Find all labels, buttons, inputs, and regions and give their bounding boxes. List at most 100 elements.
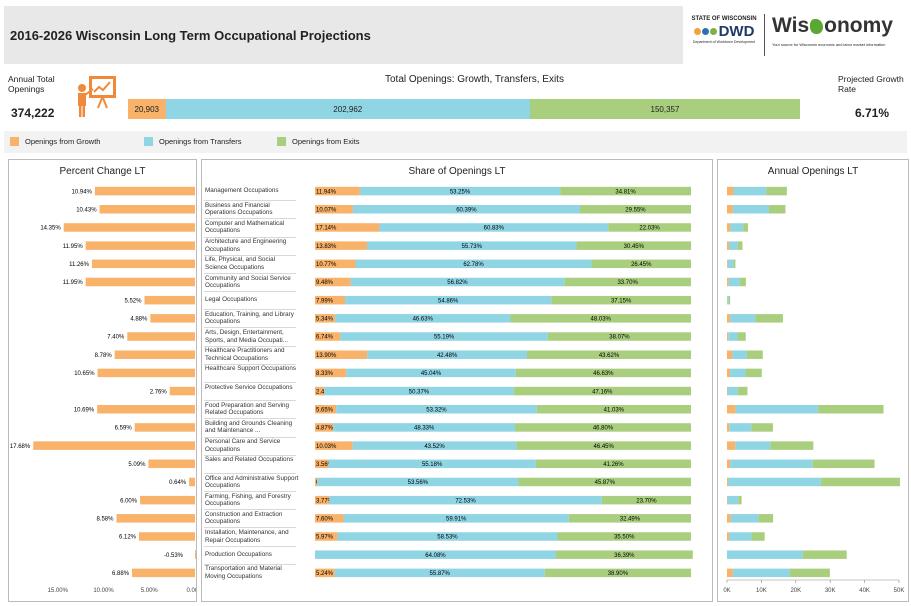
percent-change-value-label: 5.52% bbox=[124, 298, 142, 304]
share-exits-segment bbox=[608, 223, 691, 232]
share-transfers-label: 62.78% bbox=[463, 262, 484, 268]
share-growth-label: 8.33% bbox=[316, 371, 334, 377]
annual-growth-segment bbox=[727, 423, 730, 432]
share-growth-label: 13.90% bbox=[316, 353, 337, 359]
share-growth-segment bbox=[315, 186, 360, 196]
share-growth-segment bbox=[315, 477, 318, 487]
percent-change-bar bbox=[97, 405, 195, 414]
annual-growth-segment bbox=[727, 368, 731, 378]
share-transfers-segment bbox=[333, 423, 516, 432]
share-transfers-segment bbox=[315, 550, 556, 559]
annual-tick-label: 10K bbox=[756, 588, 767, 594]
annual-exits-segment bbox=[737, 332, 746, 341]
annual-growth-segment bbox=[727, 223, 731, 232]
occupation-label: Office and Administrative Support Occupa… bbox=[205, 474, 299, 489]
percent-change-value-label: 10.94% bbox=[72, 189, 93, 195]
percent-change-bar bbox=[91, 259, 195, 269]
annual-growth-segment bbox=[727, 477, 729, 487]
annual-exits-segment bbox=[737, 386, 748, 396]
annual-transfers-segment bbox=[730, 314, 756, 323]
percent-change-bar bbox=[85, 277, 195, 287]
share-growth-segment bbox=[315, 295, 346, 305]
share-transfers-segment bbox=[343, 514, 569, 523]
occupation-label: Protective Service Occupations bbox=[205, 383, 293, 391]
share-growth-label: 5.97% bbox=[316, 535, 334, 541]
legend-label-exits: Openings from Exits bbox=[292, 137, 360, 146]
share-growth-segment bbox=[315, 223, 380, 232]
row-separator bbox=[204, 291, 296, 293]
share-growth-label: 4.87% bbox=[316, 426, 334, 432]
percent-change-bar bbox=[134, 423, 195, 432]
annual-exits-segment bbox=[812, 459, 875, 469]
annual-transfers-segment bbox=[727, 386, 738, 396]
percent-change-value-label: 5.09% bbox=[128, 462, 146, 468]
percent-change-value-label: 11.26% bbox=[69, 262, 90, 268]
legend-item-exits[interactable]: Openings from Exits bbox=[277, 137, 360, 146]
share-exits-segment bbox=[555, 550, 693, 559]
share-exits-segment bbox=[568, 514, 691, 523]
row-separator bbox=[204, 527, 296, 529]
annual-exits-segment bbox=[802, 550, 847, 559]
row-separator bbox=[204, 363, 296, 365]
percent-change-value-label: 2.76% bbox=[150, 389, 168, 395]
share-transfers-segment bbox=[328, 459, 536, 469]
wisconsin-shape-icon bbox=[810, 19, 824, 34]
annual-exits-segment bbox=[738, 495, 742, 505]
share-growth-label: 5.65% bbox=[316, 407, 334, 413]
annual-exits-segment bbox=[770, 441, 814, 450]
total-openings-title: Total Openings: Growth, Transfers, Exits bbox=[385, 74, 564, 85]
share-exits-label: 23.70% bbox=[636, 498, 657, 504]
percent-change-tick-label: 5.00% bbox=[141, 588, 159, 594]
share-exits-segment bbox=[601, 495, 691, 505]
legend-item-growth[interactable]: Openings from Growth bbox=[10, 137, 100, 146]
wisconomy-tagline: Your source for Wisconsin economic and l… bbox=[772, 42, 886, 47]
share-exits-label: 37.15% bbox=[611, 298, 632, 304]
total-exits-segment: 150,357 bbox=[530, 99, 800, 119]
percent-change-bar bbox=[127, 332, 195, 341]
row-separator bbox=[204, 327, 296, 329]
share-exits-segment bbox=[551, 295, 691, 305]
annual-transfers-segment bbox=[733, 186, 767, 196]
annual-exits-segment bbox=[743, 223, 748, 232]
percent-change-bar bbox=[132, 568, 195, 578]
row-separator bbox=[204, 472, 296, 474]
share-exits-label: 47.16% bbox=[592, 389, 613, 395]
growth-rate-value: 6.71% bbox=[855, 106, 890, 120]
occupation-label: Management Occupations bbox=[205, 187, 279, 195]
share-growth-label: 3.77% bbox=[316, 498, 334, 504]
share-transfers-label: 46.63% bbox=[413, 317, 434, 323]
share-transfers-label: 45.04% bbox=[421, 371, 442, 377]
annual-transfers-segment bbox=[730, 223, 744, 232]
share-growth-segment bbox=[315, 314, 336, 323]
annual-openings-panel: Annual Openings LT 0K 10K 20K 30K 40K 50K bbox=[717, 159, 909, 602]
share-transfers-segment bbox=[367, 241, 577, 250]
share-exits-label: 43.62% bbox=[599, 353, 620, 359]
legend: Openings from Growth Openings from Trans… bbox=[4, 131, 907, 153]
annual-exits-segment bbox=[766, 186, 787, 196]
dwd-mark: DWD bbox=[718, 23, 755, 40]
legend-item-transfers[interactable]: Openings from Transfers bbox=[144, 137, 242, 146]
occupation-label: Healthcare Support Occupations bbox=[205, 365, 297, 373]
share-growth-label: 9.48% bbox=[316, 280, 334, 286]
annual-exits-segment bbox=[758, 514, 774, 523]
annual-exits-segment bbox=[751, 423, 773, 432]
annual-exits-segment bbox=[818, 405, 884, 414]
annual-exits-segment bbox=[789, 568, 830, 578]
share-transfers-label: 64.08% bbox=[425, 553, 446, 559]
percent-change-bar bbox=[85, 241, 195, 250]
share-exits-segment bbox=[515, 368, 691, 378]
share-exits-label: 36.39% bbox=[614, 553, 635, 559]
percent-change-value-label: 7.40% bbox=[107, 335, 125, 341]
share-transfers-label: 55.73% bbox=[462, 244, 483, 250]
row-separator bbox=[204, 236, 296, 238]
share-transfers-segment bbox=[345, 295, 552, 305]
percent-change-value-label: 10.69% bbox=[74, 407, 95, 413]
share-exits-segment bbox=[547, 332, 691, 341]
percent-change-value-label: 11.95% bbox=[63, 244, 84, 250]
percent-change-bar bbox=[195, 550, 196, 559]
share-transfers-label: 50.37% bbox=[409, 389, 430, 395]
annual-tick-label: 20K bbox=[790, 588, 801, 594]
share-exits-label: 38.07% bbox=[609, 335, 630, 341]
dwd-circles-icon bbox=[693, 28, 717, 35]
row-separator bbox=[204, 563, 296, 565]
